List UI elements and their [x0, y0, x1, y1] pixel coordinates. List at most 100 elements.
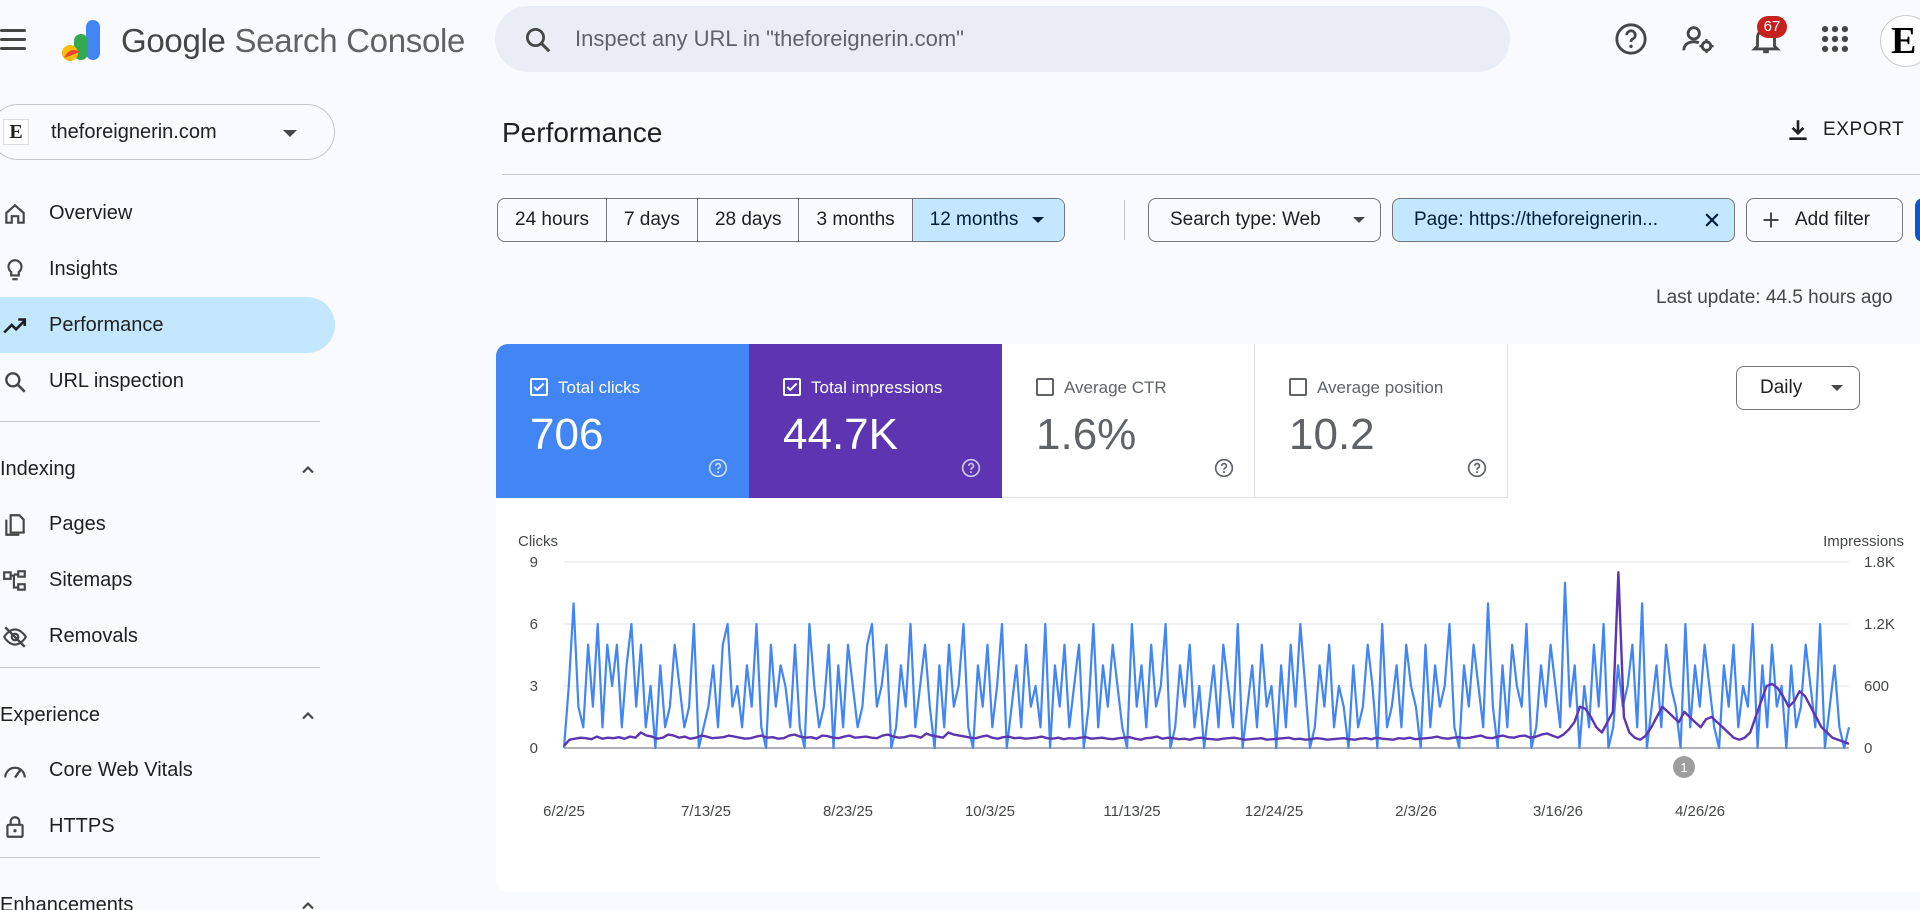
sitemap-icon — [3, 570, 26, 591]
range-3-months[interactable]: 3 months — [799, 199, 913, 241]
top-app-bar: Google Search Console 67 E — [0, 0, 1920, 80]
sidebar-item-pages[interactable]: Pages — [0, 496, 335, 552]
annotation-marker — [1673, 756, 1695, 778]
checkbox-checked-icon — [783, 378, 801, 396]
help-icon[interactable] — [1614, 22, 1648, 56]
performance-chart[interactable]: Clicks Impressions 0 0 3 600 6 1.2K 9 1.8K 6/2/25 7… — [496, 522, 1920, 892]
search-console-logo[interactable] — [60, 18, 106, 64]
sidebar-item-sitemaps[interactable]: Sitemaps — [0, 552, 335, 608]
sidebar-item-removals[interactable]: Removals — [0, 608, 335, 664]
checkbox-unchecked-icon — [1289, 378, 1307, 396]
title-divider — [502, 174, 1920, 175]
page-filter-chip[interactable]: Page: https://theforeignerin... — [1392, 198, 1735, 242]
brand-product: Search Console — [234, 22, 466, 59]
sidebar-item-url-inspection[interactable]: URL inspection — [0, 353, 335, 409]
section-experience[interactable]: Experience — [0, 688, 320, 744]
x-tick-label: 8/23/25 — [823, 803, 873, 820]
section-title: Indexing — [0, 458, 76, 480]
section-enhancements[interactable]: Enhancements — [0, 878, 320, 910]
main-menu-button[interactable] — [0, 22, 30, 56]
x-tick-label: 4/26/26 — [1675, 803, 1725, 820]
lightbulb-icon — [7, 259, 23, 281]
help-icon[interactable] — [1467, 458, 1487, 478]
sidebar-item-core-web-vitals[interactable]: Core Web Vitals — [0, 742, 335, 798]
metric-value: 44.7K — [783, 410, 898, 459]
sidebar-item-label: Performance — [49, 314, 164, 336]
help-icon[interactable] — [961, 458, 981, 478]
sidebar-item-label: Insights — [49, 258, 118, 280]
annotation-label: 1 — [1680, 760, 1687, 775]
add-filter-button[interactable]: Add filter — [1746, 198, 1903, 242]
metric-average-position[interactable]: Average position 10.2 — [1255, 344, 1508, 498]
range-28-days[interactable]: 28 days — [698, 199, 800, 241]
filter-separator — [1124, 200, 1125, 240]
metric-average-ctr[interactable]: Average CTR 1.6% — [1002, 344, 1255, 498]
metric-label: Average CTR — [1064, 378, 1167, 397]
checkbox-unchecked-icon — [1036, 378, 1054, 396]
granularity-dropdown[interactable]: Daily — [1736, 366, 1860, 410]
search-icon — [526, 28, 551, 53]
add-filter-label: Add filter — [1795, 209, 1870, 230]
property-favicon: E — [3, 119, 29, 145]
left-tick-label: 3 — [530, 678, 538, 695]
pages-icon — [5, 514, 25, 536]
lock-icon — [6, 816, 24, 838]
brand-google: Google — [121, 22, 226, 59]
sidebar-divider — [0, 857, 320, 858]
right-tick-label: 1.8K — [1864, 554, 1895, 571]
section-indexing[interactable]: Indexing — [0, 442, 320, 498]
close-icon[interactable] — [1702, 210, 1722, 230]
search-input[interactable] — [575, 20, 1475, 58]
metric-label: Total impressions — [811, 378, 943, 397]
notification-count-badge: 67 — [1757, 16, 1787, 38]
metric-value: 706 — [530, 410, 604, 459]
right-tick-label: 1.2K — [1864, 616, 1895, 633]
range-24-hours[interactable]: 24 hours — [498, 199, 607, 241]
help-icon[interactable] — [708, 458, 728, 478]
metric-total-impressions[interactable]: Total impressions 44.7K — [749, 344, 1002, 498]
left-tick-label: 9 — [530, 554, 538, 571]
sidebar-item-label: URL inspection — [49, 370, 184, 392]
sidebar-item-label: Core Web Vitals — [49, 759, 193, 781]
metric-value: 1.6% — [1036, 410, 1137, 459]
right-tick-label: 600 — [1864, 678, 1889, 695]
left-tick-label: 0 — [530, 740, 538, 757]
property-name: theforeignerin.com — [51, 121, 217, 143]
sidebar-item-label: Pages — [49, 513, 106, 535]
manage-users-icon[interactable] — [1681, 22, 1715, 56]
apps-grid-icon[interactable] — [1818, 22, 1852, 56]
range-7-days[interactable]: 7 days — [607, 199, 698, 241]
date-range-selector: 24 hours 7 days 28 days 3 months 12 mont… — [497, 198, 1066, 242]
dropdown-arrow-icon — [1831, 385, 1843, 391]
sidebar-item-insights[interactable]: Insights — [0, 241, 335, 297]
sidebar-item-performance[interactable]: Performance — [0, 297, 335, 353]
account-avatar[interactable]: E — [1880, 15, 1920, 67]
property-selector[interactable]: E theforeignerin.com — [0, 104, 335, 160]
menu-icon — [0, 28, 26, 32]
x-tick-label: 6/2/25 — [543, 803, 585, 820]
x-tick-label: 12/24/25 — [1245, 803, 1303, 820]
new-button-edge[interactable] — [1915, 198, 1920, 242]
search-type-label: Search type: Web — [1170, 209, 1321, 230]
download-icon — [1789, 120, 1807, 140]
home-icon — [5, 203, 25, 224]
search-type-filter[interactable]: Search type: Web — [1148, 198, 1381, 242]
export-button[interactable]: EXPORT — [1785, 116, 1904, 144]
x-tick-label: 2/3/26 — [1395, 803, 1437, 820]
dropdown-arrow-icon — [1032, 217, 1045, 223]
export-label: EXPORT — [1823, 119, 1905, 140]
x-tick-label: 11/13/25 — [1103, 803, 1160, 820]
sidebar-item-overview[interactable]: Overview — [0, 185, 335, 241]
plus-icon — [1763, 212, 1779, 228]
granularity-label: Daily — [1760, 377, 1803, 398]
chevron-up-icon — [302, 901, 314, 910]
range-12-months[interactable]: 12 months — [912, 199, 1065, 241]
sidebar-item-label: Sitemaps — [49, 569, 133, 591]
dropdown-arrow-icon — [1353, 217, 1365, 223]
sidebar-item-https[interactable]: HTTPS — [0, 798, 335, 854]
help-icon[interactable] — [1214, 458, 1234, 478]
url-inspect-search[interactable] — [495, 6, 1510, 72]
metric-total-clicks[interactable]: Total clicks 706 — [496, 344, 749, 498]
right-axis-title: Impressions — [1823, 533, 1904, 550]
chevron-up-icon — [302, 465, 314, 474]
